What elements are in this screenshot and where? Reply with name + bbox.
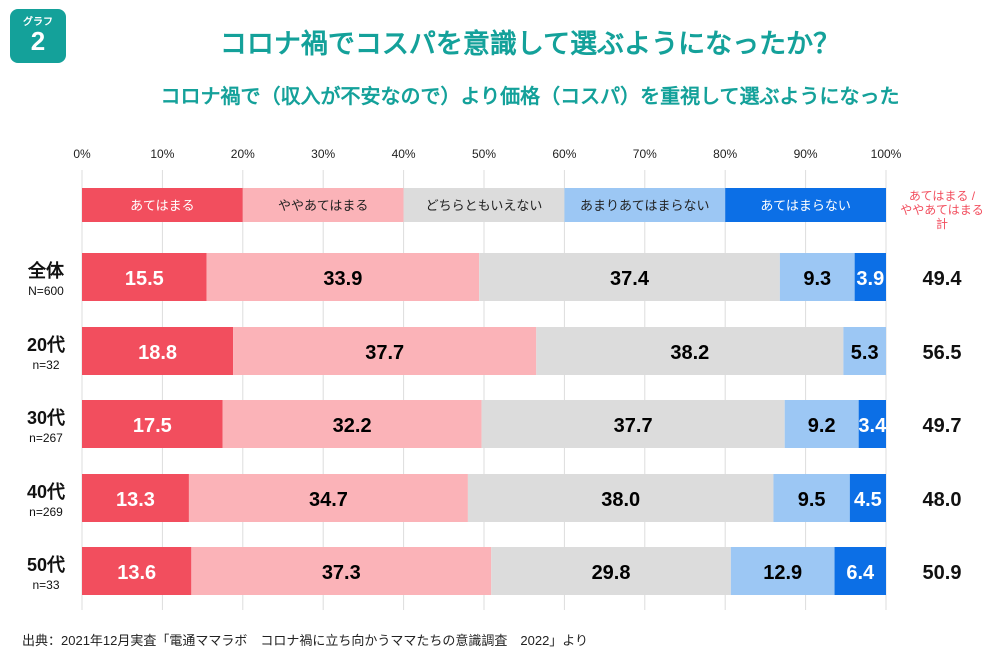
chart-subtitle: コロナ禍で（収入が不安なので）より価格（コスパ）を重視して選ぶようになった [160, 86, 900, 108]
data-label: 15.5 [125, 268, 164, 290]
bar-segment [82, 400, 223, 448]
x-tick-label: 90% [794, 147, 818, 161]
legend-swatch [82, 188, 243, 222]
category-label: 30代 [27, 408, 65, 428]
legend-swatch [564, 188, 726, 222]
legend-swatch [403, 188, 565, 222]
bar-segment [854, 253, 886, 301]
data-label: 34.7 [309, 489, 348, 511]
legend-label: あてはまる [130, 198, 194, 213]
category-sample-size: n=32 [32, 358, 59, 372]
category-sample-size: n=267 [29, 431, 63, 445]
x-tick-label: 80% [713, 147, 737, 161]
bar-segment [206, 253, 480, 301]
bar-segment [779, 253, 855, 301]
data-label: 17.5 [133, 415, 172, 437]
bar-segment [222, 400, 482, 448]
legend-label: あまりあてはまらない [580, 198, 709, 213]
data-label: 37.7 [614, 415, 653, 437]
data-label: 3.9 [856, 268, 884, 290]
data-label: 29.8 [592, 562, 631, 584]
bar-segment [191, 547, 492, 595]
category-sample-size: n=269 [29, 505, 63, 519]
data-label: 33.9 [323, 268, 362, 290]
category-label: 20代 [27, 335, 65, 355]
total-value: 48.0 [923, 489, 962, 511]
bar-segment [849, 474, 886, 522]
bar-segment [491, 547, 731, 595]
legend-label: ややあてはまる [278, 198, 368, 213]
category-label: 40代 [27, 482, 65, 502]
x-tick-label: 40% [392, 147, 416, 161]
chart-title: コロナ禍でコスパを意識して選ぶようになったか？ [219, 29, 841, 59]
bar-segment [784, 400, 859, 448]
legend-swatch [725, 188, 886, 222]
source-note: 出典：2021年12月実査「電通ママラボ コロナ禍に立ち向かうママたちの意識調査… [22, 633, 589, 648]
data-label: 37.7 [365, 342, 404, 364]
x-tick-label: 20% [231, 147, 255, 161]
data-label: 38.0 [601, 489, 640, 511]
x-tick-label: 10% [150, 147, 174, 161]
total-header: 計 [936, 216, 948, 231]
legend-label: あてはまらない [760, 198, 850, 213]
x-tick-label: 0% [73, 147, 91, 161]
bar-segment [467, 474, 774, 522]
badge-label: グラフ [23, 17, 53, 28]
total-value: 56.5 [923, 342, 962, 364]
bar-segment [536, 327, 844, 375]
x-tick-label: 70% [633, 147, 657, 161]
data-label: 38.2 [670, 342, 709, 364]
data-label: 3.4 [858, 415, 887, 437]
data-label: 6.4 [846, 562, 875, 584]
data-label: 4.5 [854, 489, 882, 511]
data-label: 13.6 [117, 562, 156, 584]
bar-segment [858, 400, 886, 448]
bar-segment [843, 327, 886, 375]
bar-segment [834, 547, 886, 595]
total-value: 49.4 [923, 268, 963, 290]
category-label: 全体 [27, 260, 65, 281]
total-header: あてはまる / [909, 189, 976, 203]
x-tick-label: 60% [552, 147, 576, 161]
x-tick-label: 100% [871, 147, 902, 161]
graph-badge: グラフ 2 [10, 9, 66, 63]
bar-segment [82, 547, 192, 595]
bar-segment [773, 474, 850, 522]
total-value: 49.7 [923, 415, 962, 437]
badge-number: 2 [30, 26, 46, 56]
x-tick-label: 30% [311, 147, 335, 161]
x-tick-label: 50% [472, 147, 496, 161]
data-label: 9.3 [803, 268, 831, 290]
data-label: 18.8 [138, 342, 177, 364]
data-label: 37.3 [322, 562, 361, 584]
data-label: 13.3 [116, 489, 155, 511]
total-value: 50.9 [923, 562, 962, 584]
legend-swatch [242, 188, 404, 222]
bar-segment [730, 547, 835, 595]
bar-segment [233, 327, 537, 375]
total-header: ややあてはまる [900, 203, 984, 217]
data-label: 5.3 [851, 342, 879, 364]
data-label: 9.2 [808, 415, 836, 437]
bar-segment [479, 253, 780, 301]
bar-segment [481, 400, 785, 448]
category-label: 50代 [27, 555, 65, 575]
category-sample-size: n=33 [32, 578, 59, 592]
bar-segment [188, 474, 468, 522]
category-sample-size: N=600 [28, 284, 64, 298]
data-label: 9.5 [798, 489, 826, 511]
bar-segment [82, 327, 234, 375]
bar-segment [82, 253, 207, 301]
data-label: 32.2 [333, 415, 372, 437]
bar-segment [82, 474, 189, 522]
data-label: 37.4 [610, 268, 650, 290]
data-label: 12.9 [763, 562, 802, 584]
legend-label: どちらともいえない [426, 198, 543, 213]
